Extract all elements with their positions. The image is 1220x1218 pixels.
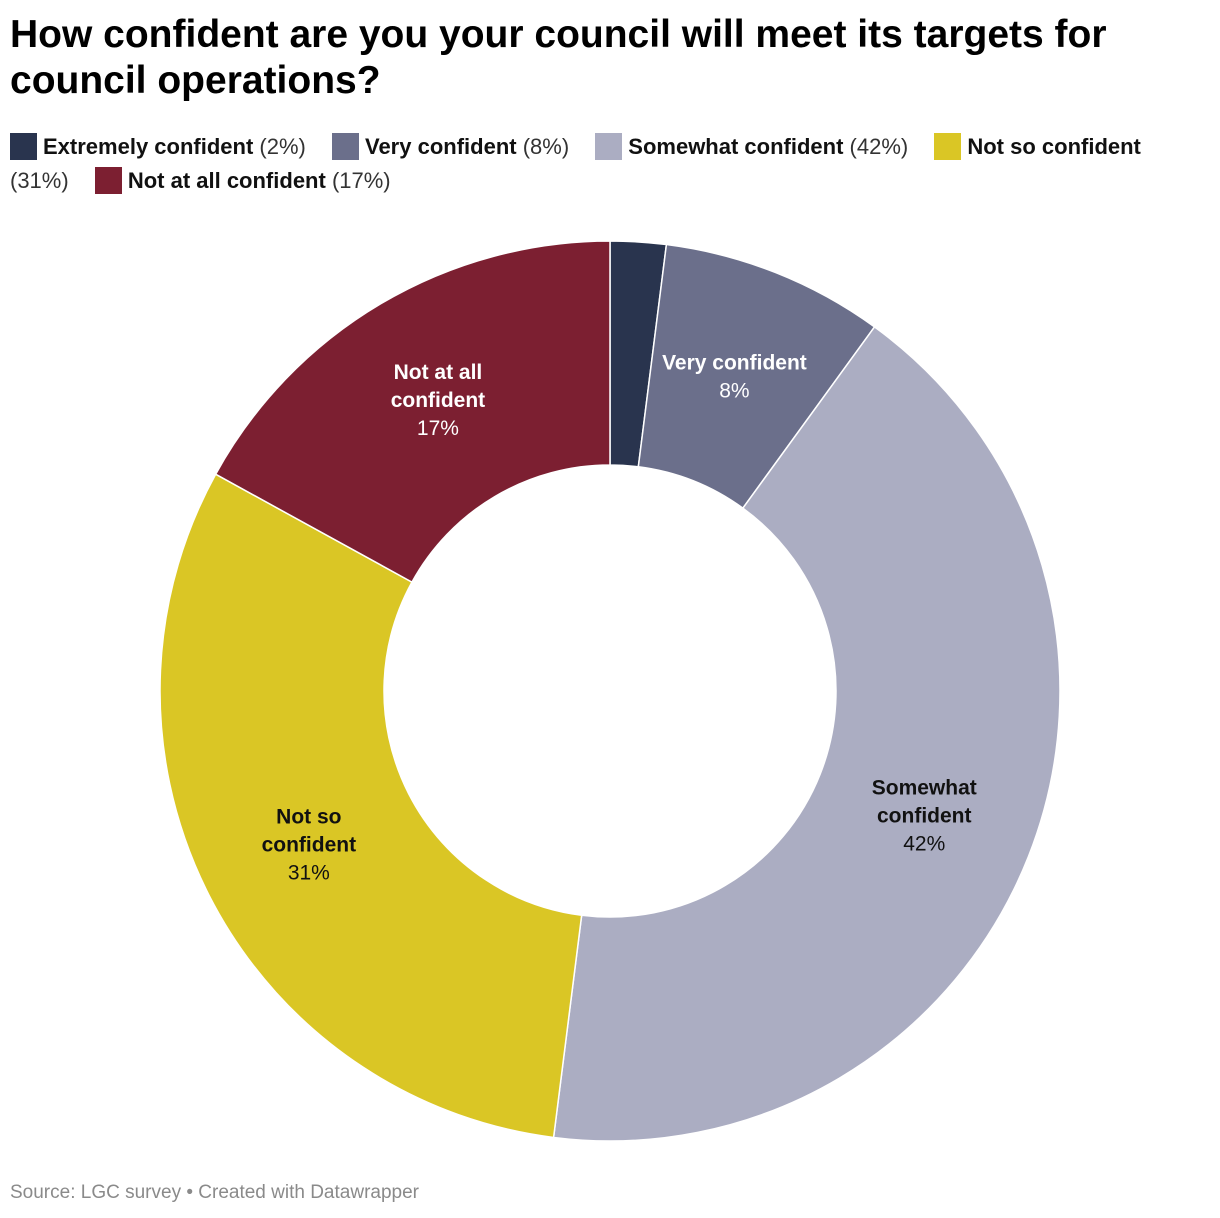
chart-title: How confident are you your council will … (10, 13, 1107, 102)
slice-label-name: Very confident (662, 352, 807, 375)
donut-slice-not-at-all-confident (214, 240, 611, 584)
legend-label: Somewhat confident (628, 134, 844, 159)
slice-label-name: confident (391, 389, 486, 412)
slice-label-name: Not so (276, 805, 341, 828)
legend-item-not-so-confident: Not so confident (31%) (10, 133, 1141, 193)
legend-item-extremely-confident: Extremely confident (2%) (10, 133, 306, 160)
legend-swatch (10, 133, 37, 160)
slice-label-name: confident (877, 804, 972, 827)
donut-slice-somewhat-confident (552, 325, 1061, 1142)
legend-item-somewhat-confident: Somewhat confident (42%) (595, 133, 909, 160)
donut-slices (159, 240, 1061, 1142)
legend-swatch (595, 133, 623, 160)
slice-label-not-at-all-confident: Not at all confident 17% (391, 361, 486, 440)
donut-labels: Very confident 8% Somewhat confident 42% Not … (262, 352, 977, 885)
slice-label-somewhat-confident: Somewhat confident 42% (872, 776, 977, 855)
slice-label-not-so-confident: Not so confident 31% (262, 805, 357, 884)
legend-value: (31%) (10, 168, 69, 193)
slice-label-value: 42% (903, 832, 945, 855)
legend-swatch (94, 167, 122, 194)
legend-label: Very confident (364, 134, 517, 159)
legend-label: Extremely confident (43, 134, 254, 159)
slice-label-value: 8% (719, 380, 749, 403)
legend-item-very-confident: Very confident (8%) (331, 133, 570, 160)
slice-label-name: confident (262, 833, 357, 856)
source-note: Source: LGC survey • Created with Datawr… (10, 1182, 419, 1203)
donut-slice-not-so-confident (159, 473, 583, 1139)
legend-label: Not so confident (967, 134, 1141, 159)
slice-label-name: Somewhat (872, 776, 977, 799)
slice-label-value: 17% (417, 417, 459, 440)
legend-swatch (934, 133, 962, 160)
legend-item-not-at-all-confident: Not at all confident (17%) (94, 167, 391, 194)
legend: Extremely confident (2%) Very confident … (10, 130, 1190, 198)
legend-swatch (331, 133, 359, 160)
legend-value: (2%) (259, 134, 306, 159)
legend-value: (17%) (331, 168, 391, 193)
slice-label-value: 31% (288, 861, 330, 884)
legend-value: (8%) (522, 134, 570, 159)
legend-label: Not at all confident (127, 168, 326, 193)
legend-value: (42%) (849, 134, 909, 159)
slice-label-name: Not at all (394, 361, 483, 384)
slice-label-very-confident: Very confident 8% (662, 352, 807, 403)
